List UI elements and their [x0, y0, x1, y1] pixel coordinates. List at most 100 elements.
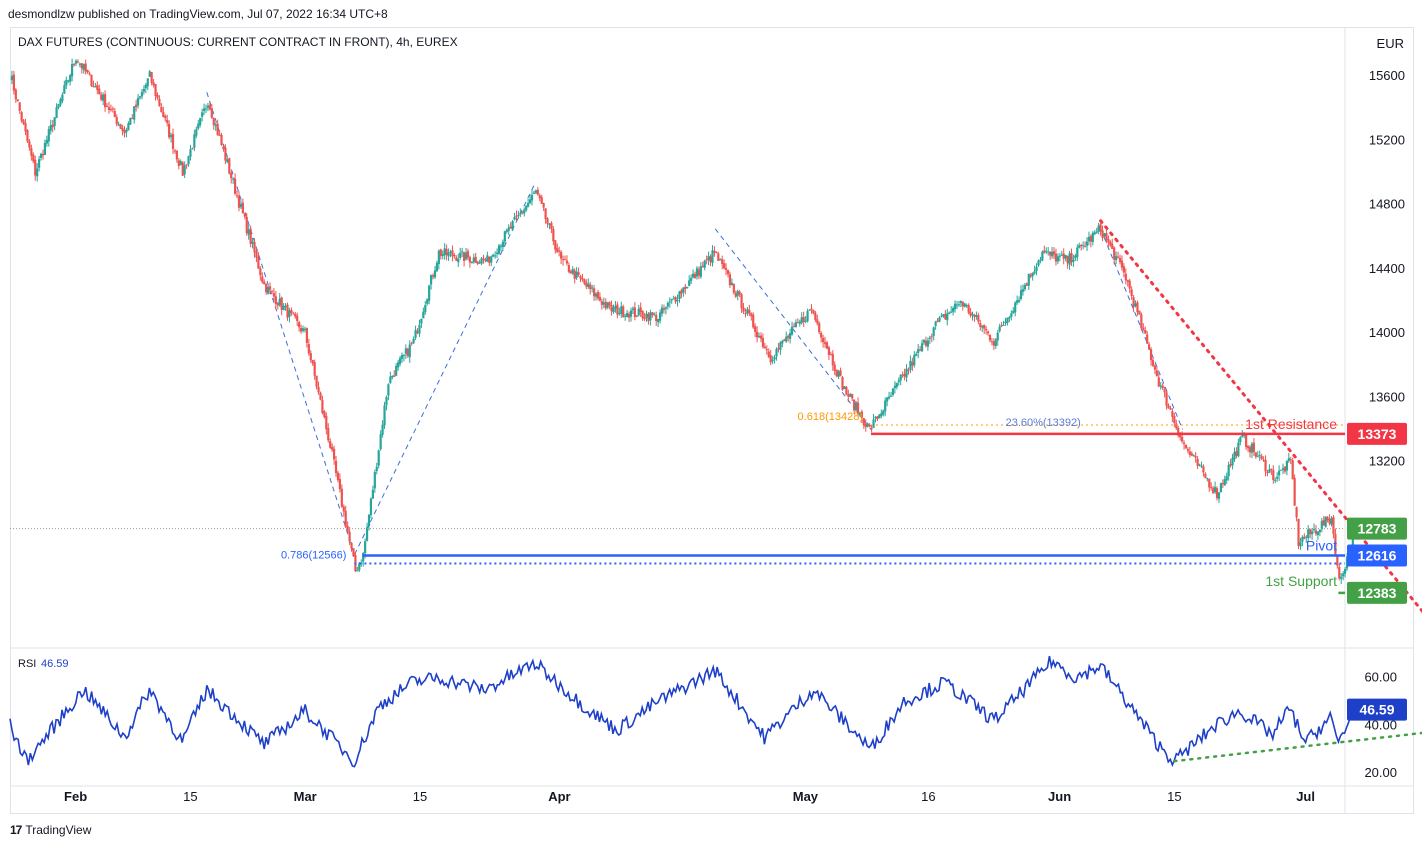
candle-body: [1192, 455, 1195, 457]
candle-body: [445, 248, 448, 256]
candle-body: [596, 291, 600, 299]
candle-body: [548, 223, 551, 225]
candle-body: [604, 301, 607, 309]
candle-body: [1295, 507, 1298, 518]
candle-body: [1153, 365, 1157, 370]
candle-body: [658, 312, 662, 321]
candle-body: [431, 275, 435, 277]
candle-body: [239, 203, 243, 208]
candle-body: [775, 348, 778, 357]
candle-body: [1146, 334, 1149, 344]
candle-body: [672, 298, 675, 300]
candle-body: [1213, 487, 1217, 493]
candle-body: [1276, 476, 1279, 479]
candle-body: [1322, 520, 1325, 526]
candle-body: [352, 548, 355, 557]
candle-body: [332, 448, 336, 460]
candle-body: [474, 256, 477, 263]
candle-body: [398, 358, 402, 364]
candle-body: [189, 149, 192, 157]
candle-body: [276, 302, 279, 306]
candle-body: [823, 342, 827, 344]
candle-body: [538, 195, 541, 199]
candle-body: [1258, 455, 1261, 457]
candle-body: [1186, 449, 1190, 451]
candle-body: [697, 269, 700, 276]
candle-body: [864, 424, 867, 428]
candle-body: [744, 313, 747, 315]
candle-body: [608, 302, 611, 306]
candle-body: [542, 203, 545, 208]
candle-body: [602, 302, 605, 305]
candle-body: [313, 362, 316, 376]
candle-body: [666, 302, 669, 307]
candle-body: [1058, 255, 1061, 257]
candle-body: [831, 353, 834, 366]
rsi-panel: [9, 655, 1422, 768]
candle-body: [1246, 446, 1250, 449]
candle-body: [55, 107, 58, 118]
candle-body: [294, 313, 297, 317]
candle-body: [1248, 447, 1252, 453]
candle-body: [284, 305, 287, 307]
candle-body: [1006, 317, 1009, 324]
candle-body: [534, 190, 537, 193]
candle-body: [1221, 483, 1224, 485]
candle-body: [1027, 273, 1030, 286]
candle-body: [111, 108, 114, 110]
candle-body: [821, 338, 825, 343]
candle-body: [10, 75, 14, 81]
candle-body: [1142, 327, 1145, 330]
candle-body: [804, 320, 807, 322]
candle-body: [1293, 478, 1296, 506]
candle-body: [162, 111, 165, 118]
time-tick-8: 15: [1167, 789, 1181, 804]
price-tick-5: 15200: [1369, 132, 1405, 147]
candle-body: [975, 315, 978, 317]
candle-body: [1000, 325, 1003, 327]
candle-body: [639, 307, 642, 312]
candle-body: [447, 252, 450, 257]
candle-body: [1264, 459, 1267, 472]
candle-body: [1235, 451, 1238, 457]
candle-body: [959, 301, 962, 304]
candle-body: [792, 325, 796, 327]
candle-body: [1332, 517, 1335, 534]
candle-body: [94, 86, 97, 88]
time-tick-7: Jun: [1048, 789, 1071, 804]
candle-body: [981, 325, 984, 328]
candle-body: [717, 253, 720, 261]
candle-body: [202, 108, 206, 112]
candle-body: [705, 259, 708, 261]
candle-body: [356, 570, 359, 572]
candles: [10, 58, 1356, 585]
candle-body: [158, 98, 161, 107]
candle-body: [1097, 225, 1100, 232]
candle-body: [453, 255, 456, 257]
candle-body: [874, 416, 877, 419]
candle-body: [790, 326, 794, 335]
candle-body: [309, 353, 312, 361]
candle-body: [622, 306, 625, 317]
candle-body: [546, 218, 549, 224]
candle-body: [686, 287, 689, 289]
candle-body: [1227, 464, 1230, 477]
candle-body: [210, 108, 213, 118]
candle-body: [369, 498, 373, 516]
candle-body: [1343, 568, 1347, 574]
candle-body: [1180, 436, 1184, 442]
candle-body: [1016, 300, 1019, 303]
candle-body: [854, 402, 858, 411]
candle-body: [169, 134, 173, 138]
candle-body: [713, 250, 716, 253]
candle-body: [507, 227, 510, 232]
candle-body: [647, 313, 650, 321]
candle-body: [497, 245, 501, 254]
candle-body: [257, 256, 260, 269]
level-lines: [10, 424, 1345, 595]
candle-body: [420, 318, 423, 324]
candle-body: [990, 341, 994, 343]
candle-body: [490, 256, 493, 263]
candle-body: [385, 397, 388, 406]
